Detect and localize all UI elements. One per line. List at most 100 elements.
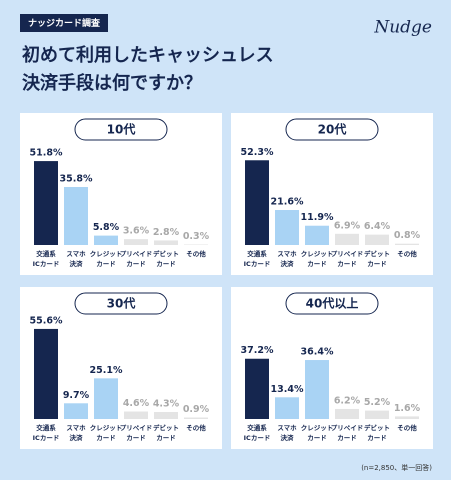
category-label: スマホ xyxy=(277,250,297,258)
panel-title-pill xyxy=(285,118,379,141)
panel-title-pill xyxy=(74,118,168,141)
bar xyxy=(154,412,178,419)
value-label: 6.2% xyxy=(334,395,361,406)
value-label: 21.6% xyxy=(271,197,304,208)
category-label: クレジット xyxy=(90,423,123,432)
category-label: 交通系 xyxy=(247,423,267,432)
category-label: スマホ xyxy=(277,424,297,432)
value-label: 51.8% xyxy=(30,148,63,159)
category-label: カード xyxy=(367,260,387,268)
category-label: プリペイド xyxy=(331,423,364,432)
category-label: デビット xyxy=(153,249,179,258)
value-label: 6.9% xyxy=(334,220,361,231)
category-label: カード xyxy=(307,260,327,268)
category-label: その他 xyxy=(186,423,206,432)
category-label: その他 xyxy=(186,249,206,258)
bar xyxy=(305,225,329,245)
category-label: ICカード xyxy=(33,434,60,442)
category-label: 交通系 xyxy=(36,249,56,258)
bar xyxy=(245,160,269,245)
category-label: ICカード xyxy=(33,260,60,268)
bar xyxy=(34,161,58,245)
category-label: カード xyxy=(156,260,176,268)
tag-box xyxy=(20,14,108,32)
bar xyxy=(365,410,389,419)
bar xyxy=(395,416,419,419)
bar xyxy=(124,411,148,419)
category-label: ICカード xyxy=(244,434,271,442)
category-label: カード xyxy=(367,434,387,442)
bar xyxy=(124,239,148,245)
panel-title: 10代 xyxy=(107,122,136,137)
value-label: 4.6% xyxy=(123,398,150,409)
category-label: プリペイド xyxy=(120,423,153,432)
panel-title: 30代 xyxy=(107,296,136,311)
category-label: カード xyxy=(96,260,116,268)
value-label: 9.7% xyxy=(63,390,90,401)
value-label: 37.2% xyxy=(241,345,274,356)
title-line: 決済手段は何ですか？ xyxy=(22,72,202,94)
bar xyxy=(64,403,88,419)
category-label: その他 xyxy=(397,423,417,432)
bar xyxy=(275,397,299,419)
category-label: 交通系 xyxy=(36,423,56,432)
value-label: 0.9% xyxy=(183,404,210,415)
category-label: カード xyxy=(96,434,116,442)
value-label: 52.3% xyxy=(241,147,274,158)
value-label: 11.9% xyxy=(301,212,334,223)
category-label: クレジット xyxy=(90,249,123,258)
value-label: 2.8% xyxy=(153,227,180,238)
bar xyxy=(275,210,299,245)
footnote: (n=2,850、単一回答) xyxy=(361,463,432,472)
bar xyxy=(305,360,329,419)
tag: ナッジカード調査 xyxy=(28,17,101,29)
category-label: カード xyxy=(156,434,176,442)
value-label: 0.3% xyxy=(183,231,210,242)
category-label: カード xyxy=(126,434,146,442)
title-line: 初めて利用したキャッシュレス xyxy=(22,44,274,66)
category-label: スマホ xyxy=(66,250,86,258)
bar xyxy=(395,243,419,245)
value-label: 1.6% xyxy=(394,403,421,414)
category-label: クレジット xyxy=(301,249,334,258)
category-label: 決済 xyxy=(281,259,295,268)
bar xyxy=(365,234,389,245)
category-label: カード xyxy=(307,434,327,442)
panel-title: 20代 xyxy=(318,122,347,137)
panel-title-pill xyxy=(285,292,379,315)
category-label: 決済 xyxy=(70,259,84,268)
bar xyxy=(184,417,208,419)
category-label: プリペイド xyxy=(331,249,364,258)
category-label: デビット xyxy=(364,249,390,258)
bar xyxy=(245,358,269,419)
bar xyxy=(335,408,359,419)
value-label: 6.4% xyxy=(364,221,391,232)
value-label: 3.6% xyxy=(123,226,150,237)
value-label: 35.8% xyxy=(60,174,93,185)
category-label: カード xyxy=(126,260,146,268)
category-label: デビット xyxy=(153,423,179,432)
category-label: 決済 xyxy=(281,433,295,442)
category-label: カード xyxy=(337,434,357,442)
bar xyxy=(154,240,178,245)
category-label: プリペイド xyxy=(120,249,153,258)
category-label: その他 xyxy=(397,249,417,258)
bar xyxy=(94,378,118,419)
value-label: 13.4% xyxy=(271,384,304,395)
value-label: 36.4% xyxy=(301,347,334,358)
value-label: 4.3% xyxy=(153,399,180,410)
category-label: 交通系 xyxy=(247,249,267,258)
logo: Nudge xyxy=(373,18,432,38)
value-label: 25.1% xyxy=(90,365,123,376)
category-label: デビット xyxy=(364,423,390,432)
value-label: 0.8% xyxy=(394,230,421,241)
bar xyxy=(94,235,118,245)
category-label: カード xyxy=(337,260,357,268)
category-label: 決済 xyxy=(70,433,84,442)
panel-title-pill xyxy=(74,292,168,315)
value-label: 5.8% xyxy=(93,222,120,233)
category-label: クレジット xyxy=(301,423,334,432)
bar xyxy=(34,328,58,419)
bar xyxy=(335,233,359,245)
